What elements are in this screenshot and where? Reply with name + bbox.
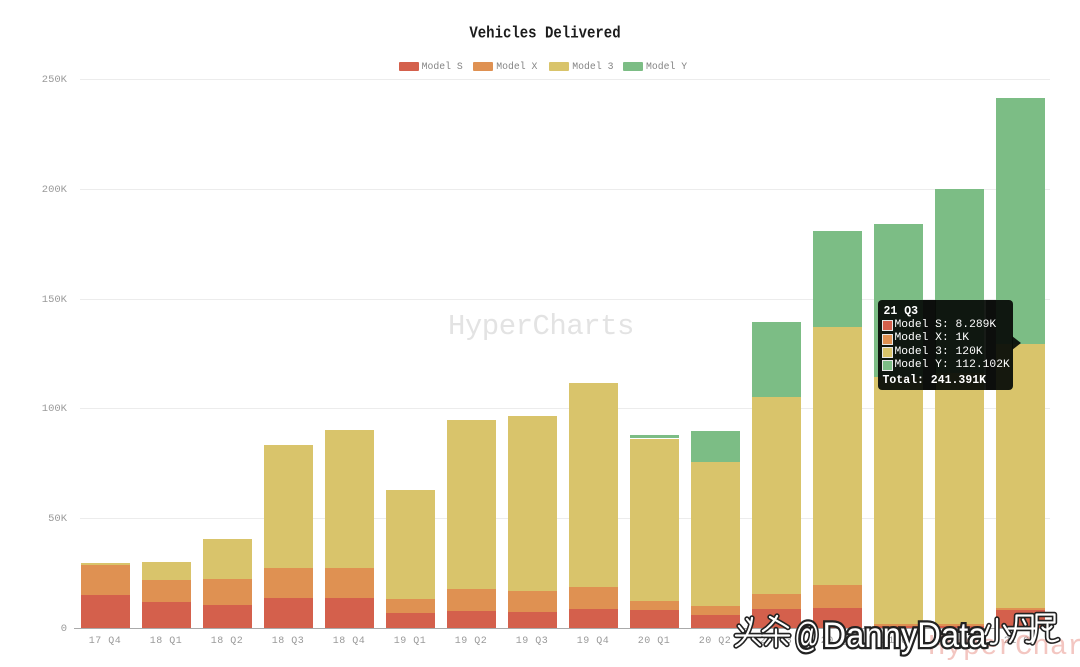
- svg-text:@: @: [795, 616, 820, 655]
- svg-text:DannyData: DannyData: [823, 616, 987, 655]
